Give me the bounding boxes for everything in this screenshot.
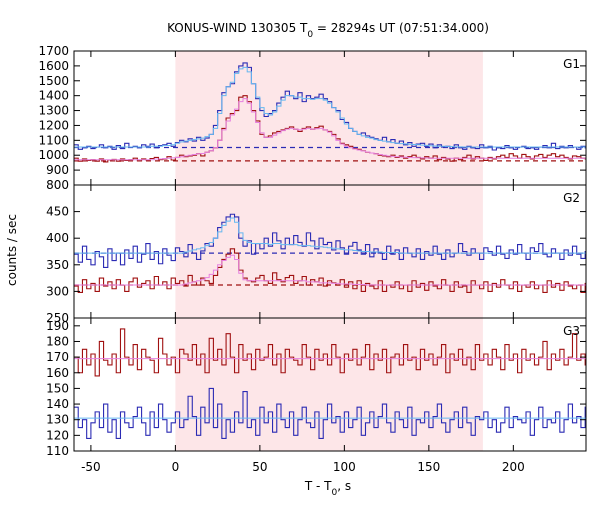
- series-red-g3: [74, 328, 586, 377]
- y-tick-label: 150: [46, 381, 69, 395]
- y-tick-label: 900: [46, 163, 69, 177]
- panel-label: G1: [563, 57, 580, 71]
- y-tick-label: 400: [46, 231, 69, 245]
- shaded-interval: [175, 318, 483, 451]
- y-tick-label: 1100: [38, 133, 69, 147]
- plot-area: [74, 62, 586, 163]
- y-tick-label: 130: [46, 413, 69, 427]
- shaded-interval: [175, 185, 483, 318]
- plot-area: [74, 328, 586, 440]
- y-tick-label: 110: [46, 444, 69, 458]
- series-cyan-g1: [74, 66, 586, 148]
- y-tick-label: 160: [46, 366, 69, 380]
- y-tick-label: 1200: [38, 118, 69, 132]
- panel-label: G2: [563, 191, 580, 205]
- y-tick-label: 1700: [38, 44, 69, 58]
- x-tick-label: 150: [417, 460, 440, 474]
- panel-g2: 250 300 350 400 450 G2: [46, 184, 587, 325]
- y-tick-label: 1400: [38, 89, 69, 103]
- y-tick-label: 140: [46, 397, 69, 411]
- x-tick-label: -50: [81, 460, 101, 474]
- y-tick-label: 120: [46, 428, 69, 442]
- y-tick-label: 1600: [38, 59, 69, 73]
- chart-panels: 80090010001100120013001400150016001700G1…: [38, 44, 587, 474]
- panel-label: G3: [563, 324, 580, 338]
- y-tick-label: 1500: [38, 74, 69, 88]
- x-tick-label: 0: [172, 460, 180, 474]
- y-tick-label: 450: [46, 205, 69, 219]
- series-pink-g1: [74, 98, 586, 161]
- y-tick-label: 300: [46, 284, 69, 298]
- y-tick-label: 1000: [38, 148, 69, 162]
- x-tick-label: 200: [502, 460, 525, 474]
- y-tick-label: 350: [46, 258, 69, 272]
- series-blue-g2: [74, 213, 586, 269]
- series-pink-g2: [74, 254, 586, 286]
- series-cyan-g2: [74, 217, 586, 254]
- x-tick-label: 50: [252, 460, 267, 474]
- y-tick-label: 250: [46, 311, 69, 325]
- x-tick-label: 100: [333, 460, 356, 474]
- chart-title: KONUS-WIND 130305 T0 = 28294s UT (07:51:…: [167, 21, 489, 40]
- y-tick-label: 170: [46, 350, 69, 364]
- y-tick-label: 190: [46, 319, 69, 333]
- x-axis-label: T - T0, s: [304, 479, 351, 498]
- y-axis-label: counts / sec: [5, 214, 19, 286]
- panel-frame: [73, 317, 587, 452]
- plot-area: [74, 213, 586, 294]
- shaded-interval: [175, 51, 483, 185]
- y-tick-label: 1300: [38, 104, 69, 118]
- y-tick-label: 180: [46, 334, 69, 348]
- y-tick-label: 800: [46, 178, 69, 192]
- series-blue-g3: [74, 387, 586, 440]
